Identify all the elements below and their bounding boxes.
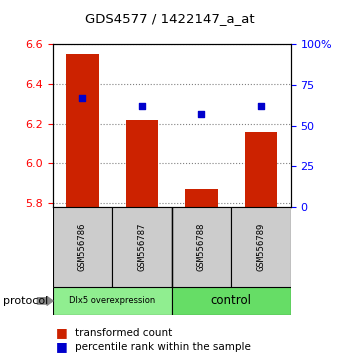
Bar <box>172 287 291 315</box>
Bar <box>53 207 112 287</box>
Bar <box>66 54 99 207</box>
Text: GSM556788: GSM556788 <box>197 223 206 271</box>
Text: transformed count: transformed count <box>75 328 172 338</box>
Point <box>139 103 145 109</box>
Text: ■: ■ <box>56 326 68 339</box>
Text: percentile rank within the sample: percentile rank within the sample <box>75 342 251 352</box>
Text: protocol: protocol <box>3 296 49 306</box>
Bar <box>112 207 172 287</box>
Point <box>80 95 85 101</box>
Bar <box>125 120 158 207</box>
Bar <box>244 132 277 207</box>
Bar <box>53 287 172 315</box>
Bar <box>172 207 231 287</box>
Bar <box>185 189 218 207</box>
Text: GSM556787: GSM556787 <box>137 223 147 271</box>
Bar <box>231 207 291 287</box>
Text: GSM556786: GSM556786 <box>78 223 87 271</box>
Point <box>199 112 204 117</box>
Point <box>258 103 264 109</box>
Text: GSM556789: GSM556789 <box>256 223 266 271</box>
Text: Dlx5 overexpression: Dlx5 overexpression <box>69 296 155 306</box>
Text: GDS4577 / 1422147_a_at: GDS4577 / 1422147_a_at <box>85 12 255 25</box>
Text: control: control <box>211 295 252 307</box>
Text: ■: ■ <box>56 341 68 353</box>
